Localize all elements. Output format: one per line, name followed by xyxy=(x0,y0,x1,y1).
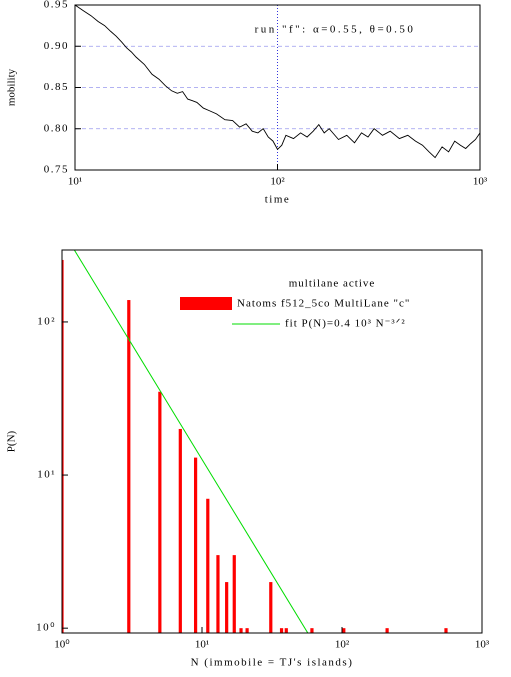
bar xyxy=(444,628,448,633)
bar xyxy=(245,628,249,633)
bar xyxy=(310,628,314,633)
x-tick-label: 10⁰ xyxy=(54,639,70,651)
plot-area xyxy=(62,250,448,633)
y-tick-label: 0.75 xyxy=(44,164,69,176)
plot-frame xyxy=(61,249,483,634)
bar xyxy=(206,498,210,633)
bar xyxy=(269,582,273,633)
x-tick-label: 10¹ xyxy=(68,176,82,188)
annotation: run "f": α=0.55, θ=0.50 xyxy=(255,24,416,36)
bar xyxy=(178,428,182,633)
bar xyxy=(127,300,131,633)
y-tick-label: 0.80 xyxy=(44,122,69,134)
data-line xyxy=(74,4,481,159)
y-axis-label: P(N) xyxy=(6,430,18,452)
x-tick-label: 10² xyxy=(270,176,285,188)
bar xyxy=(62,259,64,633)
bar xyxy=(158,391,162,633)
y-tick-label: 0.85 xyxy=(44,81,69,93)
bar xyxy=(193,457,198,633)
y-tick-label: 10² xyxy=(37,315,56,327)
x-tick-label: 10¹ xyxy=(195,639,209,651)
x-axis-label: time xyxy=(265,194,291,206)
legend-entry: Natoms f512_5co MultiLane "c" xyxy=(237,298,410,310)
legend-entry: fit P(N)=0.4 10³ N⁻³ᐟ² xyxy=(285,318,406,330)
legend-title: multilane active xyxy=(289,278,376,290)
y-axis-label: mobility xyxy=(6,68,18,106)
y-tick-label: 10⁰ xyxy=(36,622,56,634)
bar xyxy=(284,628,288,633)
bar xyxy=(385,628,389,633)
x-tick-label: 10³ xyxy=(475,639,490,651)
y-tick-label: 0.90 xyxy=(44,40,69,52)
x-tick-label: 10² xyxy=(335,639,350,651)
bar xyxy=(216,555,220,633)
x-axis-label: N (immobile = TJ's islands) xyxy=(191,657,354,669)
bar xyxy=(342,628,346,633)
bar xyxy=(225,582,229,633)
x-tick-label: 10³ xyxy=(473,176,488,188)
bar xyxy=(279,628,284,633)
fit-line xyxy=(73,250,309,633)
legend-swatch xyxy=(180,297,232,310)
y-tick-label: 10¹ xyxy=(37,469,56,481)
bar xyxy=(239,628,243,633)
y-tick-label: 0.95 xyxy=(44,0,69,11)
bar xyxy=(232,555,236,633)
